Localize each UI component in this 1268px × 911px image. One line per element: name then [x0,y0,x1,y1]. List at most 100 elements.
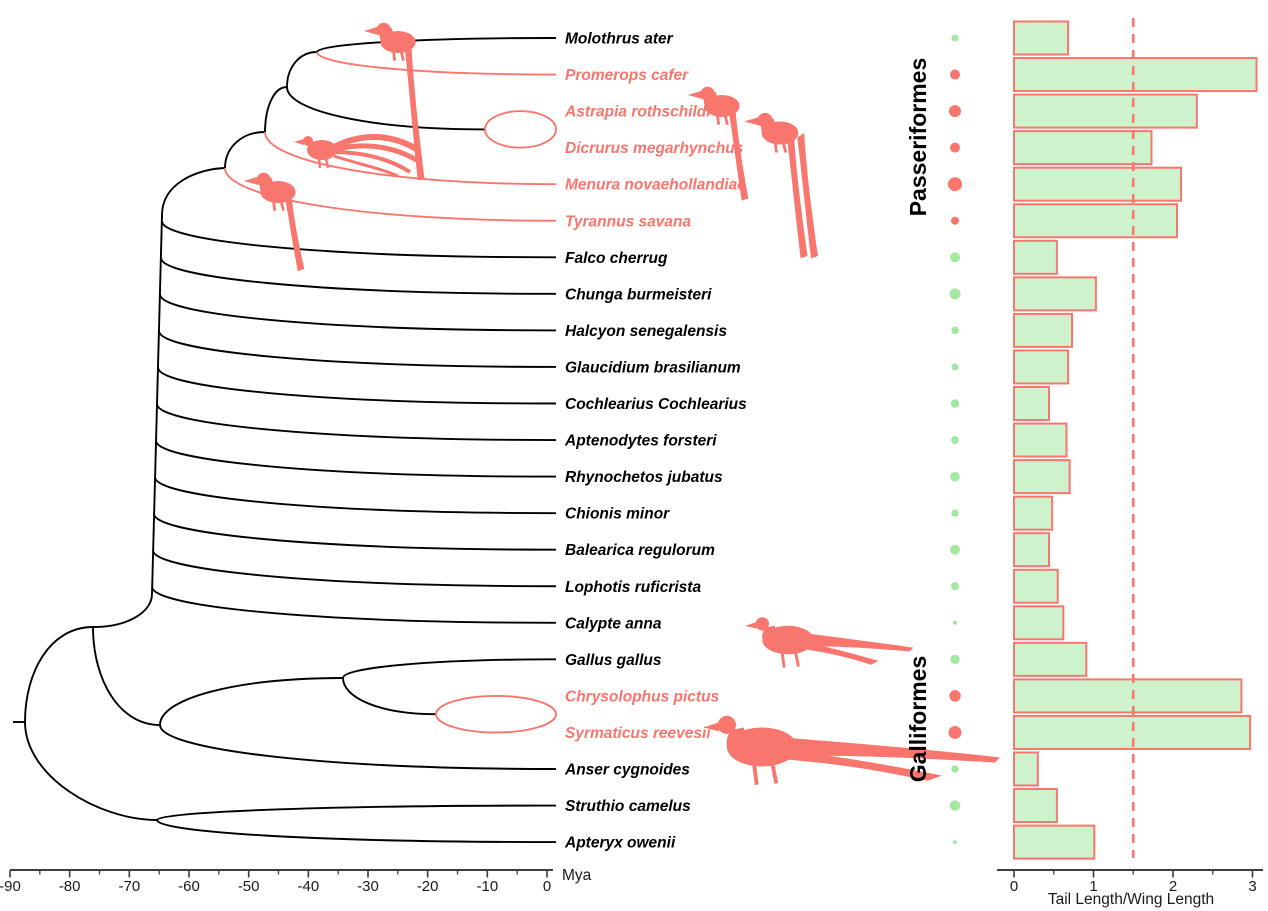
tail-ratio-bar [1013,605,1065,641]
tree-branch [159,677,344,726]
tail-ratio-bar [1013,751,1039,787]
species-label: Aptenodytes forsteri [564,433,717,450]
tree-branch [157,367,557,405]
bird-neck [379,27,401,51]
tree-branch [342,677,437,716]
tail-ratio-bar [1013,495,1054,531]
tree-branch [161,221,557,259]
species-label: Glaucidium brasilianum [565,359,741,376]
tree-branch [154,476,557,515]
bird-head [717,715,736,734]
body-size-dot [951,34,959,42]
ratio-axis-tick-label: 3 [1248,878,1256,895]
bird-tail [777,749,943,781]
tyrannus-silhouette [243,172,305,272]
species-label: Anser cygnoides [564,762,690,779]
tree-branch [156,403,557,441]
lyrebird-silhouette [294,134,422,178]
body-size-dot [949,800,961,811]
tail-ratio-bar [1013,459,1071,495]
ratio-axis-tick-label: 1 [1089,878,1097,895]
body-size-dot [951,582,959,591]
bird-beak [703,722,720,732]
species-label: Rhynochetos jubatus [565,469,723,486]
bird-legs [392,51,405,62]
tree-branch [156,819,557,844]
species-label: Dicrurus megarhynchus [565,140,744,157]
species-label: Tyrannus savana [565,213,691,230]
species-label: Gallus gallus [565,652,662,669]
species-label: Promerops cafer [565,67,689,84]
body-size-dot [951,436,959,445]
bird-neck [726,727,752,762]
species-label: Struthio camelus [565,798,691,815]
axes: -90 -80 -70 -60 -50 -40 -30 -20 -10 0 0 1 2 3 [0,869,1263,895]
tree-branch [159,724,557,770]
tail-ratio-bar [1013,57,1258,93]
species-label: Cochlearius Cochlearius [565,396,747,413]
body-size-dot [950,399,960,408]
tree-branch [264,86,288,133]
tree-branch [160,257,557,295]
golden-pheasant-silhouette [745,617,914,668]
tail-ratio-bar [1013,20,1070,56]
tail-ratio-bar [1013,276,1097,312]
body-size-dot [951,509,959,517]
bird-neck [762,625,781,651]
species-label: Lophotis ruficrista [565,579,701,596]
bird-legs [317,158,330,169]
time-axis-tick-label: -30 [357,878,379,895]
bird-tail [333,154,399,178]
astrapia-silhouette-top [363,22,425,181]
bird-beak [745,621,757,629]
body-size-dot [950,544,960,555]
bird-beak [363,26,379,35]
time-axis-title: Mya [562,867,592,884]
cherry-astrapia-dicrurus [484,110,557,149]
species-label: Falco cherrug [565,250,668,267]
body-size-dot [951,216,959,225]
ratio-axis-title: Tail Length/Wing Length [1048,891,1214,908]
bird-neck [761,118,783,143]
ratio-axis-tick-label: 0 [1010,878,1018,895]
bird-beak [687,90,703,99]
bird-tail [330,134,420,153]
tree-branch [156,804,557,821]
bird-legs [780,652,800,668]
tail-ratio-bar [1013,93,1198,129]
tree-branch [342,658,557,679]
body-size-dot [949,105,961,118]
tail-ratio-bar [1013,386,1050,421]
tail-ratio-bars [1013,18,1258,860]
bird-beak [243,176,259,185]
bird-tail [786,133,808,259]
body-size-dot [950,654,960,665]
tree-branch-highlighted [224,167,557,222]
species-label: Molothrus ater [565,31,674,48]
bird-tail [805,633,914,652]
bird-of-paradise-silhouette [687,86,749,201]
tail-ratio-bar [1013,422,1068,458]
tree-branch [153,513,557,551]
time-axis-tick-label: -70 [118,878,140,895]
species-label: Astrapia rothschildi [564,104,711,121]
body-size-dot [953,620,957,625]
species-label: Chunga burmeisteri [565,286,712,303]
bird-silhouettes [243,22,1000,785]
cherry-chrysolophus-syrmaticus [435,694,557,734]
body-size-dot [949,288,961,300]
bird-tail [785,737,1000,763]
bird-tail [797,133,818,259]
tail-ratio-bar [1013,349,1070,385]
bird-legs [752,763,779,785]
tree-branch [155,440,557,478]
bird-neck [703,91,725,115]
tree-branch [316,37,557,53]
tail-ratio-bar [1013,714,1252,750]
species-label: Menura novaehollandiae [565,177,746,194]
time-axis-tick-label: -10 [476,878,498,895]
tail-ratio-bar [1013,166,1182,202]
body-size-dot [949,690,961,702]
bird-legs [773,143,788,153]
